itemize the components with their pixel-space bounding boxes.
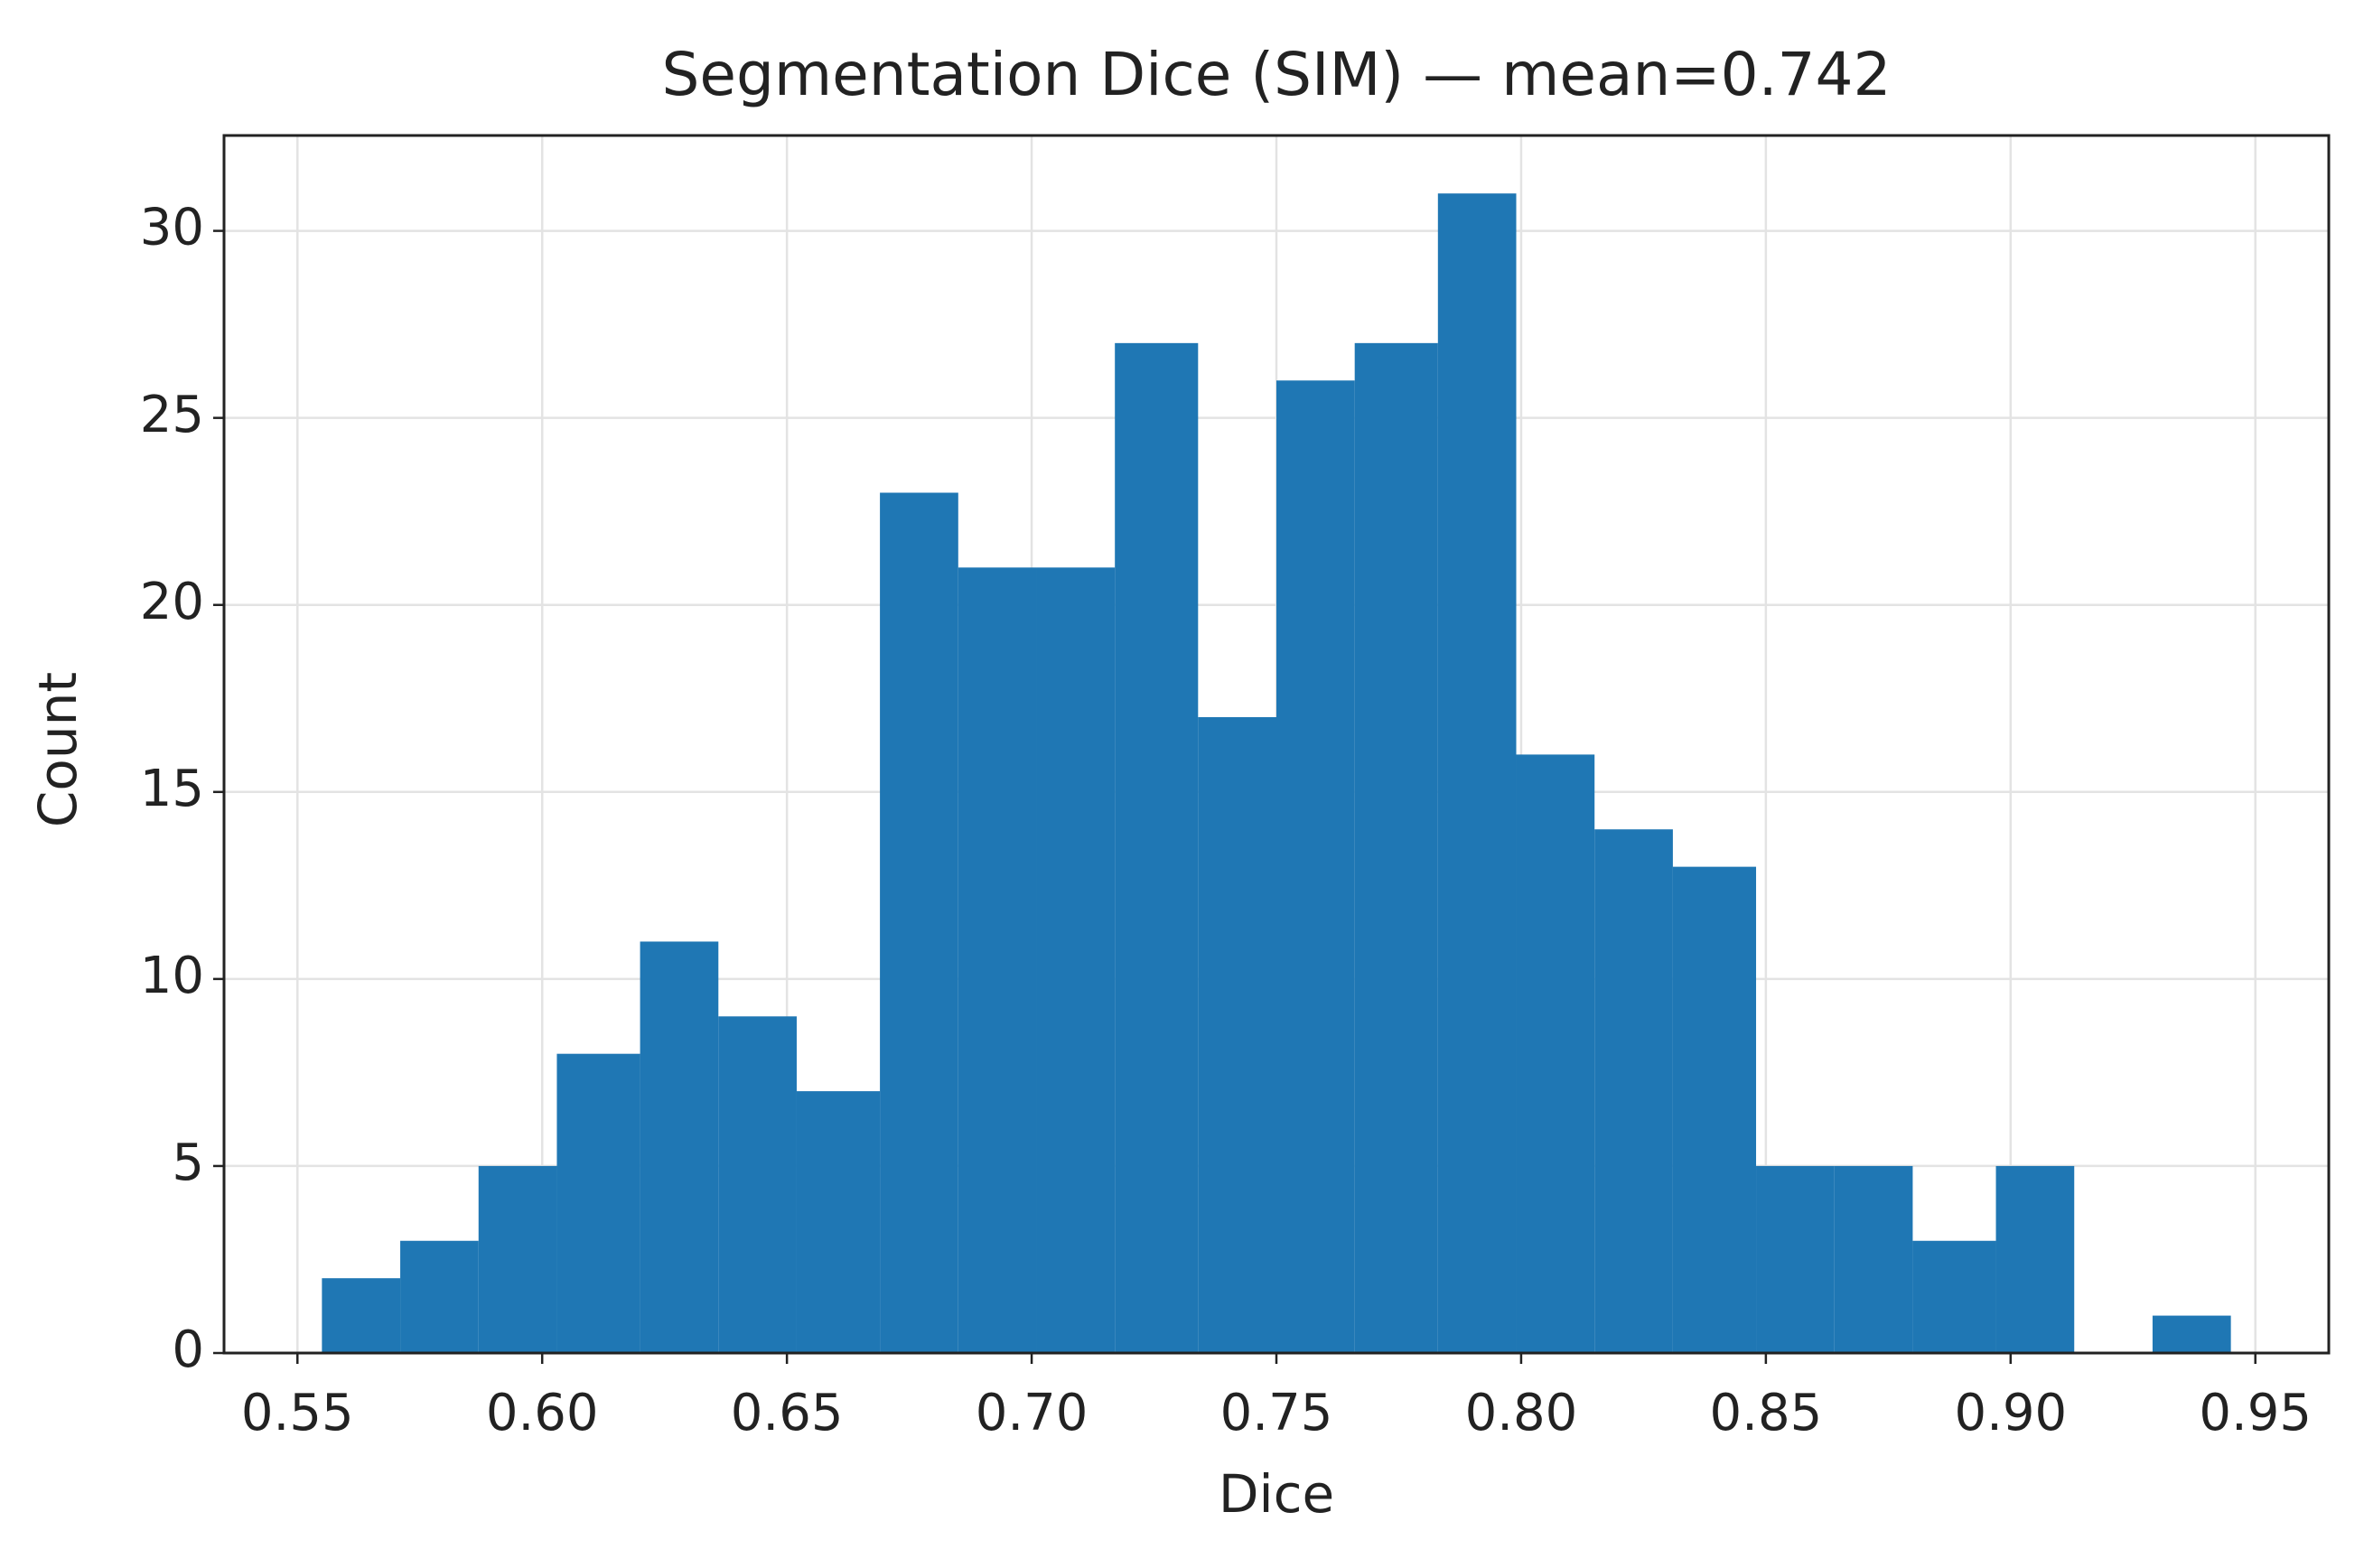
bar <box>400 1240 479 1353</box>
bar <box>796 1091 881 1353</box>
y-tick-label: 25 <box>140 386 204 444</box>
x-tick-label: 0.70 <box>976 1384 1089 1442</box>
bar <box>1354 342 1438 1354</box>
bar <box>1437 193 1517 1354</box>
bar <box>1672 866 1757 1353</box>
x-tick-label: 0.85 <box>1710 1384 1823 1442</box>
x-tick-label: 0.65 <box>731 1384 844 1442</box>
chart-title: Segmentation Dice (SIM) — mean=0.742 <box>661 40 1891 109</box>
y-tick-label: 30 <box>140 199 204 257</box>
y-axis-label: Count <box>27 672 89 827</box>
bar <box>958 567 1037 1353</box>
x-tick-label: 0.95 <box>2199 1384 2312 1442</box>
bar <box>718 1016 797 1353</box>
y-tick-label: 20 <box>140 573 204 631</box>
bar <box>1276 380 1355 1353</box>
bar <box>556 1053 640 1353</box>
bar <box>1995 1165 2075 1353</box>
bar <box>1594 829 1673 1353</box>
x-tick-label: 0.90 <box>1954 1384 2067 1442</box>
x-tick-label: 0.75 <box>1220 1384 1333 1442</box>
bar <box>1036 567 1116 1353</box>
plot-frame <box>222 134 2331 1355</box>
x-tick-label: 0.80 <box>1465 1384 1578 1442</box>
x-axis-label: Dice <box>1219 1463 1334 1525</box>
y-tick-label: 5 <box>172 1134 204 1192</box>
bar <box>1516 754 1595 1353</box>
bar <box>478 1165 557 1353</box>
bar <box>322 1278 401 1353</box>
bar <box>1115 342 1199 1354</box>
y-tick-label: 10 <box>140 947 204 1005</box>
bar <box>2152 1315 2231 1353</box>
bar <box>1198 716 1276 1353</box>
bar <box>640 941 719 1353</box>
x-tick-label: 0.55 <box>241 1384 354 1442</box>
y-tick-label: 0 <box>172 1321 204 1379</box>
x-tick-label: 0.60 <box>486 1384 599 1442</box>
bar <box>880 492 958 1353</box>
bar <box>1912 1240 1996 1353</box>
bar <box>1756 1165 1835 1353</box>
y-tick-label: 15 <box>140 760 204 818</box>
bar <box>1834 1165 1913 1353</box>
